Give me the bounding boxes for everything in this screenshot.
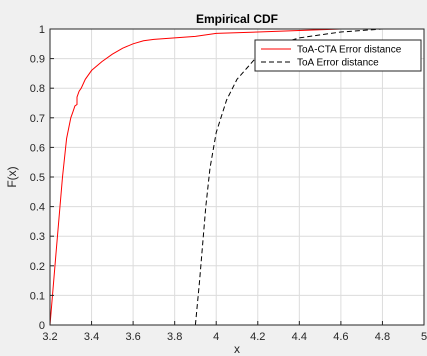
x-tick-label: 3.2 — [42, 331, 57, 343]
x-tick-label: 3.6 — [125, 331, 140, 343]
y-tick-label: 0.9 — [30, 54, 45, 66]
y-tick-label: 0.5 — [30, 172, 45, 184]
x-tick-label: 4.2 — [250, 331, 265, 343]
y-tick-label: 0.1 — [30, 290, 45, 302]
legend-label-toa: ToA Error distance — [297, 58, 379, 69]
chart-title: Empirical CDF — [196, 12, 278, 26]
x-axis-label: x — [234, 342, 240, 356]
legend-box — [254, 39, 422, 72]
x-tick-label: 4 — [213, 331, 219, 343]
y-tick-label: 0.3 — [30, 231, 45, 243]
x-tick-label: 4.4 — [292, 331, 307, 343]
tick-layer: 3.2 3.4 3.6 3.8 4 4.2 4.4 4.6 4.8 5 0 0.1 0.2 0.3 0.4 0… — [30, 24, 427, 343]
legend-label-toa-cta: ToA-CTA Error distance — [297, 45, 402, 56]
y-tick-label: 0.4 — [30, 202, 45, 214]
grid-lines — [49, 28, 425, 326]
y-tick-label: 0.6 — [30, 142, 45, 154]
x-tick-label: 3.4 — [84, 331, 99, 343]
y-tick-label: 0.7 — [30, 113, 45, 125]
x-tick-label: 5 — [421, 331, 427, 343]
series-toa-cta-line — [49, 28, 424, 326]
x-tick-label: 4.8 — [375, 331, 390, 343]
x-tick-label: 4.6 — [333, 331, 348, 343]
y-tick-label: 0.2 — [30, 261, 45, 273]
y-axis-label: F(x) — [5, 166, 19, 187]
y-tick-label: 0.8 — [30, 83, 45, 95]
legend: ToA-CTA Error distance ToA Error distanc… — [254, 39, 422, 72]
x-tick-label: 3.8 — [167, 331, 182, 343]
y-tick-label: 1 — [39, 24, 45, 36]
y-tick-label: 0 — [39, 320, 45, 332]
